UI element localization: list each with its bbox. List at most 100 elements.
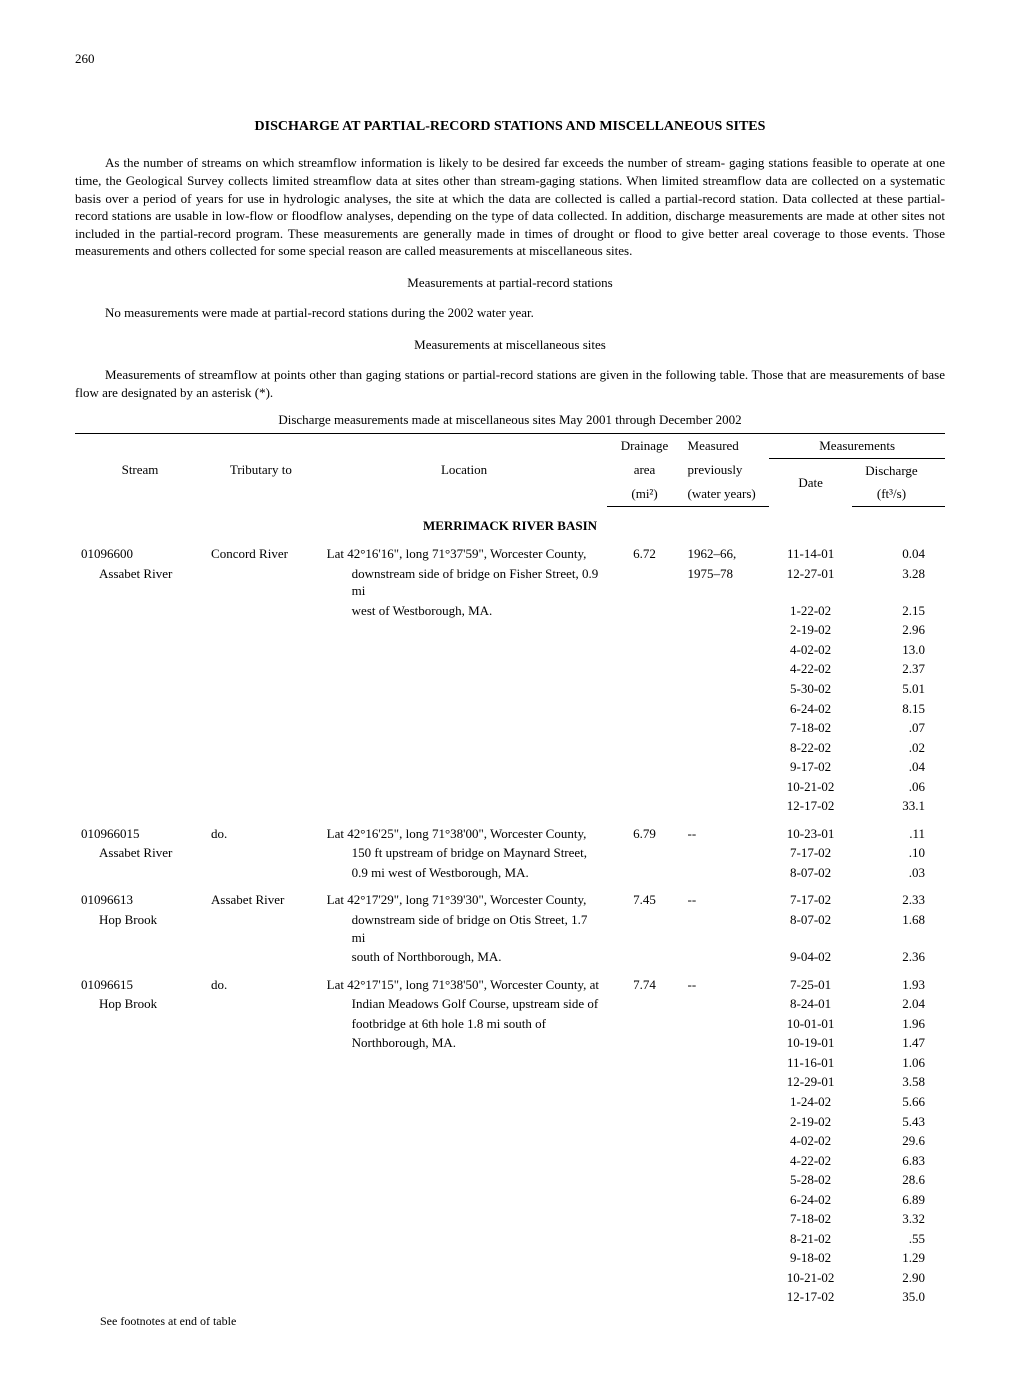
stream-cell — [75, 601, 205, 621]
table-row: 10-21-02.06 — [75, 777, 945, 797]
stream-cell: 01096613 — [75, 882, 205, 910]
stream-cell — [75, 699, 205, 719]
location-cell — [317, 1092, 608, 1112]
tributary-cell — [205, 777, 317, 797]
location-cell — [317, 1209, 608, 1229]
location-cell: 150 ft upstream of bridge on Maynard Str… — [317, 843, 608, 863]
location-cell: Northborough, MA. — [317, 1033, 608, 1053]
location-cell — [317, 1170, 608, 1190]
location-cell — [317, 659, 608, 679]
tributary-cell — [205, 640, 317, 660]
drainage-cell — [607, 1053, 681, 1073]
drainage-cell — [607, 863, 681, 883]
stream-cell — [75, 1014, 205, 1034]
date-cell: 4-02-02 — [769, 1131, 852, 1151]
date-cell: 7-18-02 — [769, 1209, 852, 1229]
table-row: 11-16-011.06 — [75, 1053, 945, 1073]
measured-prev-cell — [682, 1229, 770, 1249]
discharge-cell: .10 — [852, 843, 945, 863]
tributary-cell: Assabet River — [205, 882, 317, 910]
location-cell — [317, 777, 608, 797]
tributary-cell — [205, 718, 317, 738]
stream-cell — [75, 620, 205, 640]
location-cell — [317, 718, 608, 738]
table-row: south of Northborough, MA.9-04-022.36 — [75, 947, 945, 967]
discharge-cell: 35.0 — [852, 1287, 945, 1307]
measured-prev-cell — [682, 757, 770, 777]
measured-prev-cell — [682, 640, 770, 660]
date-cell: 10-23-01 — [769, 816, 852, 844]
measured-prev-cell: 1975–78 — [682, 564, 770, 601]
tributary-cell — [205, 863, 317, 883]
measured-prev-cell: -- — [682, 967, 770, 995]
date-cell: 8-07-02 — [769, 910, 852, 947]
location-cell — [317, 1072, 608, 1092]
measured-prev-cell — [682, 777, 770, 797]
date-cell: 11-16-01 — [769, 1053, 852, 1073]
measured-prev-cell — [682, 1209, 770, 1229]
stream-cell — [75, 659, 205, 679]
table-row: 1-24-025.66 — [75, 1092, 945, 1112]
tributary-cell — [205, 601, 317, 621]
table-row: 12-29-013.58 — [75, 1072, 945, 1092]
drainage-cell — [607, 1170, 681, 1190]
tributary-cell — [205, 910, 317, 947]
drainage-cell: 7.45 — [607, 882, 681, 910]
drainage-cell — [607, 1092, 681, 1112]
intro-paragraph: As the number of streams on which stream… — [75, 154, 945, 259]
stream-cell: 010966015 — [75, 816, 205, 844]
table-row: 12-17-0233.1 — [75, 796, 945, 816]
drainage-cell — [607, 1131, 681, 1151]
location-cell — [317, 1131, 608, 1151]
table-row: 9-17-02.04 — [75, 757, 945, 777]
tributary-cell — [205, 1014, 317, 1034]
drainage-cell — [607, 1209, 681, 1229]
date-cell: 7-17-02 — [769, 843, 852, 863]
tributary-cell — [205, 1072, 317, 1092]
discharge-cell: 0.04 — [852, 544, 945, 564]
table-row: 4-22-022.37 — [75, 659, 945, 679]
tributary-cell — [205, 1170, 317, 1190]
drainage-cell — [607, 777, 681, 797]
date-cell: 12-29-01 — [769, 1072, 852, 1092]
discharge-cell: .55 — [852, 1229, 945, 1249]
discharge-cell: 29.6 — [852, 1131, 945, 1151]
measured-prev-cell — [682, 843, 770, 863]
tributary-cell — [205, 796, 317, 816]
date-cell: 12-17-02 — [769, 1287, 852, 1307]
location-cell: 0.9 mi west of Westborough, MA. — [317, 863, 608, 883]
date-cell: 8-21-02 — [769, 1229, 852, 1249]
tributary-cell — [205, 1151, 317, 1171]
discharge-cell: 33.1 — [852, 796, 945, 816]
measured-prev-cell — [682, 1170, 770, 1190]
tributary-cell: do. — [205, 816, 317, 844]
date-cell: 9-17-02 — [769, 757, 852, 777]
th-measured: Measured — [682, 434, 770, 459]
drainage-cell — [607, 620, 681, 640]
date-cell: 10-21-02 — [769, 1268, 852, 1288]
date-cell: 1-24-02 — [769, 1092, 852, 1112]
th-date: Date — [769, 458, 852, 506]
drainage-cell — [607, 910, 681, 947]
drainage-cell — [607, 796, 681, 816]
table-row: 8-21-02.55 — [75, 1229, 945, 1249]
measured-prev-cell: 1962–66, — [682, 544, 770, 564]
stream-cell — [75, 679, 205, 699]
date-cell: 8-07-02 — [769, 863, 852, 883]
location-cell: Lat 42°16'25", long 71°38'00", Worcester… — [317, 816, 608, 844]
location-cell — [317, 1190, 608, 1210]
measured-prev-cell: -- — [682, 882, 770, 910]
discharge-cell: 2.37 — [852, 659, 945, 679]
stream-cell — [75, 1131, 205, 1151]
measured-prev-cell — [682, 910, 770, 947]
tributary-cell — [205, 1209, 317, 1229]
tributary-cell: Concord River — [205, 544, 317, 564]
location-cell: downstream side of bridge on Otis Street… — [317, 910, 608, 947]
stream-cell — [75, 1190, 205, 1210]
table-row: 6-24-026.89 — [75, 1190, 945, 1210]
measured-prev-cell — [682, 1033, 770, 1053]
table-row: Hop Brookdownstream side of bridge on Ot… — [75, 910, 945, 947]
discharge-cell: 1.96 — [852, 1014, 945, 1034]
tributary-cell — [205, 994, 317, 1014]
date-cell: 8-24-01 — [769, 994, 852, 1014]
